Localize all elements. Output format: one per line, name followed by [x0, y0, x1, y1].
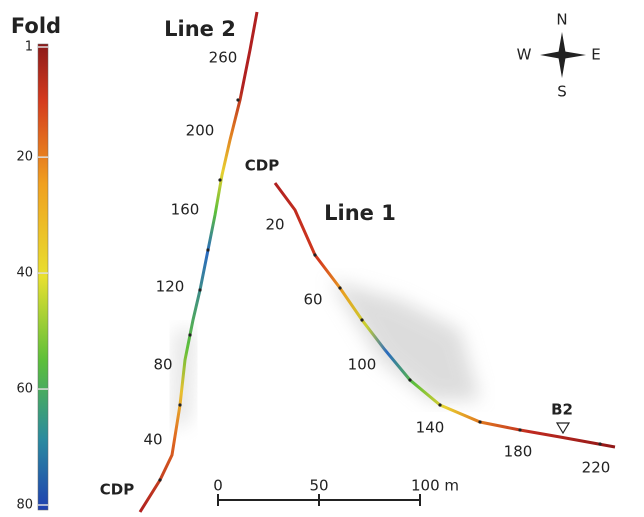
compass-n: N [556, 11, 567, 29]
colorbar-tick-label: 20 [16, 150, 33, 165]
line-2 [138, 11, 259, 513]
cdp-ticks [158, 98, 602, 482]
cdp-label: CDP [245, 157, 279, 175]
cdp-number: 140 [416, 419, 445, 437]
cdp-number: 200 [186, 122, 215, 140]
scale-label: 100 m [411, 477, 459, 495]
colorbar-title: Fold [11, 14, 61, 38]
scale-label: 0 [213, 477, 223, 495]
cdp-number: 60 [303, 291, 322, 309]
cdp-number: 40 [143, 431, 162, 449]
compass-s: S [557, 83, 567, 101]
borehole-label: B2 [551, 401, 573, 419]
cdp-number: 180 [504, 443, 533, 461]
colorbar-tick-label: 1 [25, 40, 33, 55]
scale-label: 50 [309, 477, 328, 495]
compass-w: W [517, 46, 532, 64]
coverage-shade [330, 280, 480, 400]
line-label: Line 2 [164, 17, 236, 41]
cdp-number: 220 [582, 459, 611, 477]
line-1 [273, 182, 616, 449]
cdp-number: 80 [153, 356, 172, 374]
compass-e: E [591, 46, 600, 64]
compass [540, 32, 586, 78]
borehole-marker [555, 422, 571, 435]
cdp-number: 260 [209, 49, 238, 67]
colorbar-tick-label: 60 [16, 382, 33, 397]
cdp-label: CDP [100, 481, 134, 499]
cdp-number: 100 [348, 356, 377, 374]
cdp-number: 160 [171, 201, 200, 219]
line-label: Line 1 [324, 201, 396, 225]
colorbar [37, 43, 49, 511]
colorbar-tick-label: 40 [16, 266, 33, 281]
cdp-number: 20 [265, 216, 284, 234]
scale-bar [217, 494, 421, 506]
cdp-number: 120 [156, 278, 185, 296]
colorbar-tick-label: 80 [16, 498, 33, 513]
